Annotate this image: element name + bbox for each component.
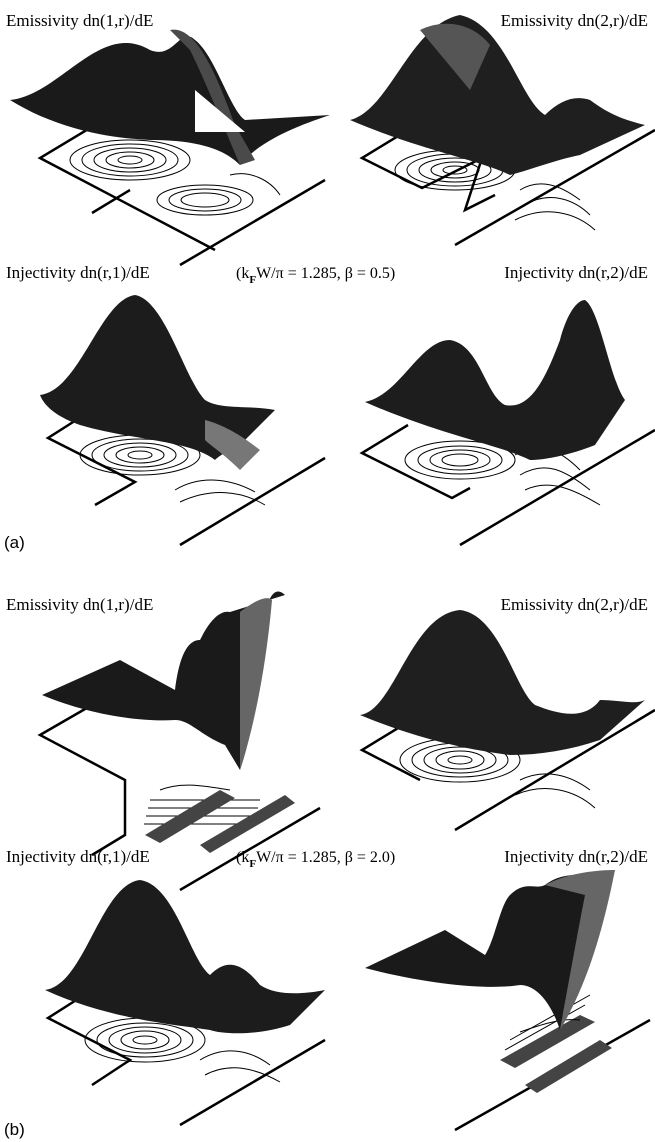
lead-outline <box>37 123 326 267</box>
condition-label: (kFW/π = 1.285, β = 2.0) <box>236 849 395 870</box>
contour-lines <box>394 149 596 231</box>
plot-label: Injectivity dn(r,2)/dE <box>504 847 648 866</box>
plot-label: Injectivity dn(r,1)/dE <box>6 847 150 866</box>
contour-lines <box>79 434 266 506</box>
plot-b-injectivity-2: Injectivity dn(r,2)/dE <box>365 847 651 1132</box>
plot-label: Emissivity dn(2,r)/dE <box>501 595 648 614</box>
surface-mesh <box>45 880 325 1034</box>
lead-outline <box>45 408 326 547</box>
lead-outline <box>359 128 655 247</box>
plot-label: Injectivity dn(r,1)/dE <box>6 263 150 282</box>
condition-label: (kFW/π = 1.285, β = 0.5) <box>236 265 395 286</box>
panel-tag-a: (a) <box>4 533 25 552</box>
contour-lines <box>504 994 591 1051</box>
plot-label: Injectivity dn(r,2)/dE <box>504 263 648 282</box>
surface-mesh <box>365 870 615 1030</box>
lead-outline <box>359 423 655 547</box>
contour-lines <box>69 139 281 216</box>
contour-hatch <box>145 790 295 853</box>
lead-outline <box>359 708 655 832</box>
plot-label: Emissivity dn(2,r)/dE <box>501 11 648 30</box>
plot-b-emissivity-1: Emissivity dn(1,r)/dE <box>6 591 321 892</box>
plot-label: Emissivity dn(1,r)/dE <box>6 11 153 30</box>
plot-label: Emissivity dn(1,r)/dE <box>6 595 153 614</box>
surface-mesh <box>10 29 330 166</box>
contour-lines <box>84 1017 281 1083</box>
surface-mesh <box>40 295 275 470</box>
contour-hatch <box>500 1015 612 1093</box>
plot-a-emissivity-1: Emissivity dn(1,r)/dE <box>6 11 330 267</box>
plot-a-emissivity-2: Emissivity dn(2,r)/dE <box>350 11 655 247</box>
panel-b: Emissivity dn(1,r)/dE Emissivity dn(2,r)… <box>4 591 655 1139</box>
plot-b-injectivity-1: Injectivity dn(r,1)/dE <box>6 847 326 1127</box>
panel-a: Emissivity dn(1,r)/dE <box>4 11 655 552</box>
lead-outline <box>37 703 321 892</box>
surface-mesh <box>360 610 645 755</box>
panel-tag-b: (b) <box>4 1120 25 1139</box>
surface-mesh <box>42 591 285 770</box>
lead-outline <box>45 988 326 1127</box>
plot-b-emissivity-2: Emissivity dn(2,r)/dE <box>359 595 655 832</box>
surface-mesh <box>365 300 625 460</box>
surface-mesh <box>350 15 645 175</box>
plot-a-injectivity-1: Injectivity dn(r,1)/dE <box>6 263 326 547</box>
plot-a-injectivity-2: Injectivity dn(r,2)/dE <box>359 263 655 547</box>
